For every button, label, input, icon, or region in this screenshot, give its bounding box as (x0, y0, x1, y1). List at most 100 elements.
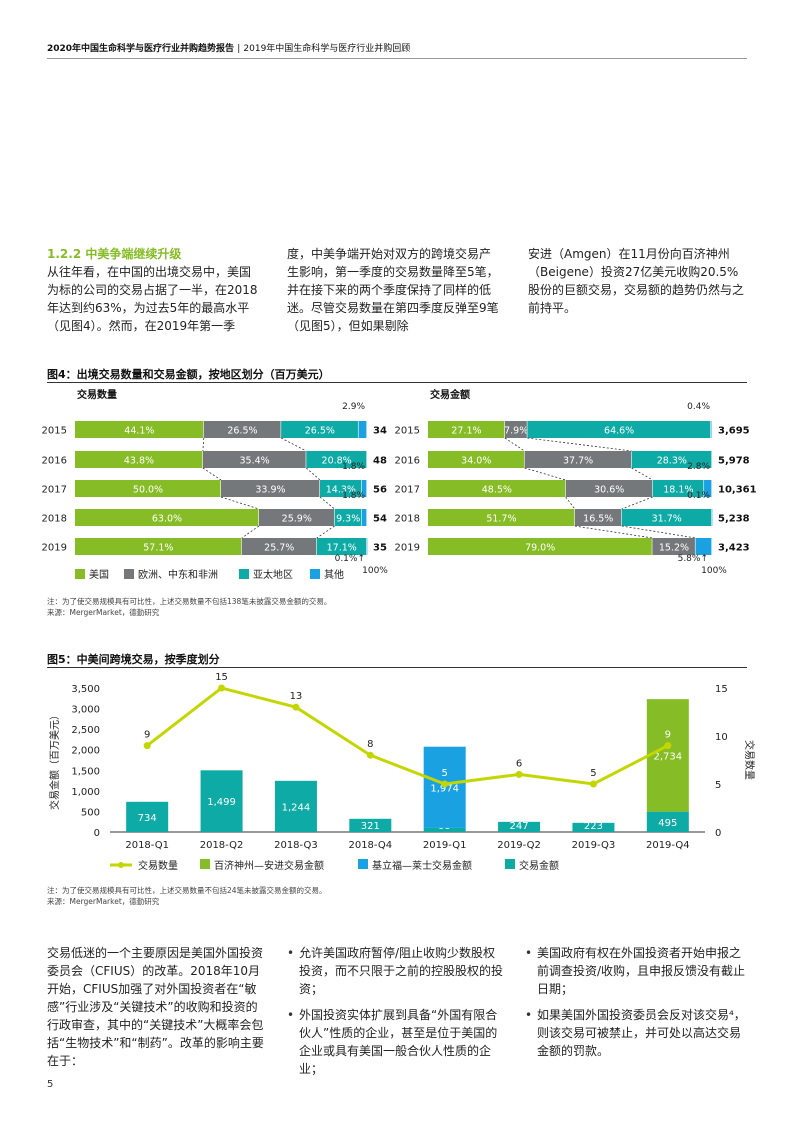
bar (200, 770, 243, 832)
legend-label: 美国 (89, 568, 109, 581)
y-tick-label: 500 (81, 807, 100, 818)
y2-tick-label: 15 (715, 684, 728, 695)
text-column-1: 1.2.2 中美争端继续升级 从往年看，在中国的出境交易中，美国为标的公司的交易… (47, 245, 262, 335)
bar-segment (358, 421, 367, 438)
connector-line (574, 525, 653, 539)
data-label: 48.5% (482, 485, 512, 496)
data-label: 34.0% (461, 456, 491, 467)
other-label: 1.8% (342, 462, 365, 472)
total-label: 3,695 (718, 426, 750, 437)
data-label: 9.3% (336, 514, 360, 525)
x-tick-label: 2019-Q3 (572, 840, 616, 851)
row-label: 2019 (395, 543, 420, 554)
other-label: 0.1% (687, 491, 710, 501)
bar-label: 1,974 (430, 783, 459, 794)
connector-line (220, 496, 260, 510)
bar (274, 780, 317, 832)
line-label: 9 (144, 730, 150, 741)
bar-segment (334, 509, 362, 526)
x-tick-label: 2019-Q2 (497, 840, 541, 851)
bar-segment (428, 451, 524, 468)
other-label: 1.8% (342, 491, 365, 501)
axis-annotation: 100% (701, 566, 727, 576)
section-title: 1.2.2 中美争端继续升级 (47, 247, 182, 261)
bar-segment (631, 451, 712, 468)
legend-swatch (200, 859, 210, 869)
quarterly-chart: 0 500 1,000 1,500 2,000 2,500 3,000 3,500 0 5 10 15… (48, 672, 756, 872)
data-label: 25.9% (282, 514, 312, 525)
line-point (515, 770, 523, 778)
text-column-2: 度，中美争端开始对双方的跨境交易产生影响，第一季度的交易数量降至5笔，并在接下来… (287, 247, 499, 333)
data-label: 44.1% (124, 426, 154, 437)
line-point (366, 751, 374, 759)
legend-label: 交易数量 (138, 859, 178, 872)
bar-label: 1,244 (282, 802, 311, 813)
bullet-item: 美国政府有权在外国投资者开始申报之前调查投资/收购，且申报反馈没有截止日期； (525, 944, 747, 998)
figure5-notes: 注：为了使交易规模具有可比性，上述交易数量不包括24笔未披露交易金额的交易。 来… (47, 885, 747, 907)
connector-line (524, 467, 566, 481)
row-label: 2019 (42, 543, 67, 554)
data-label: 79.0% (525, 543, 555, 554)
data-label: 35.4% (239, 456, 269, 467)
y-tick-label: 2,500 (71, 725, 100, 736)
data-label: 51.7% (486, 514, 516, 525)
report-title: 2020年中国生命科学与医疗行业并购趋势报告 (47, 44, 235, 54)
bar (126, 801, 169, 832)
paragraph-1: 从往年看，在中国的出境交易中，美国为标的公司的交易占据了一半，在2018年达到约… (47, 265, 258, 333)
bar-segment (75, 509, 259, 526)
data-label: 14.3% (326, 485, 356, 496)
legend-swatch (310, 569, 320, 579)
header-rule (47, 58, 747, 59)
bar (572, 822, 615, 832)
bar-segment (565, 480, 653, 497)
y2-axis-title: 交易数量 (743, 740, 756, 780)
bar-segment (241, 538, 317, 555)
legend-swatch (124, 569, 134, 579)
bar-segment (428, 538, 652, 555)
y-tick-label: 3,500 (71, 684, 100, 695)
bar-segment (695, 538, 712, 555)
bar-label: 247 (510, 821, 529, 832)
y-tick-label: 3,000 (71, 705, 100, 716)
y-axis-title: 交易金额（百万美元） (48, 710, 61, 810)
line-point (589, 780, 597, 788)
bar-segment (504, 421, 527, 438)
data-label: 57.1% (143, 543, 173, 554)
line-point (664, 742, 672, 750)
other-label: 5.8%↑ (678, 554, 708, 564)
total-label: 34 (373, 426, 387, 437)
bar (498, 821, 541, 832)
total-label: 5,978 (718, 456, 750, 467)
figure4-source: 来源：MergerMarket，德勤研究 (47, 608, 160, 617)
legend-swatch (505, 859, 515, 869)
figure4-legend: 美国 欧洲、中东和非洲 亚太地区 其他 (75, 568, 344, 581)
bar-label: 734 (138, 813, 157, 824)
line-label: 5 (590, 768, 596, 779)
figure4-notes: 注：为了使交易规模具有可比性，上述交易数量不包括138笔未披露交易金额的交易。 … (47, 596, 747, 618)
data-label: 27.1% (451, 426, 481, 437)
bar-segment (316, 538, 367, 555)
total-label: 35 (373, 543, 387, 554)
line-point (441, 780, 449, 788)
bar-segment (75, 421, 204, 438)
data-label: 64.6% (604, 426, 634, 437)
figure4-note: 注：为了使交易规模具有可比性，上述交易数量不包括138笔未披露交易金额的交易。 (47, 597, 332, 606)
total-label: 54 (373, 514, 387, 525)
connector-line (319, 496, 335, 510)
connector-line (316, 525, 335, 539)
y2-tick-label: 5 (715, 780, 721, 791)
x-tick-label: 2018-Q3 (274, 840, 318, 851)
bar-label: 495 (658, 818, 677, 829)
bar-segment (428, 480, 566, 497)
axis-annotation: 100% (362, 566, 388, 576)
figure4-chart: 交易数量 2015 44.1% 26.5% 26.5% 34 2016 43.8% 35.4% 2… (42, 388, 757, 581)
total-label: 3,423 (718, 543, 750, 554)
bar-segment (527, 421, 711, 438)
line-label: 8 (367, 739, 373, 750)
bar-segment (306, 451, 367, 468)
bar-segment (202, 451, 306, 468)
bar-segment (652, 538, 695, 555)
report-subtitle: 2019年中国生命科学与医疗行业并购回顾 (243, 44, 411, 54)
line-label: 9 (665, 730, 671, 741)
figure5-note: 注：为了使交易规模具有可比性，上述交易数量不包括24笔未披露交易金额的交易。 (47, 886, 327, 895)
